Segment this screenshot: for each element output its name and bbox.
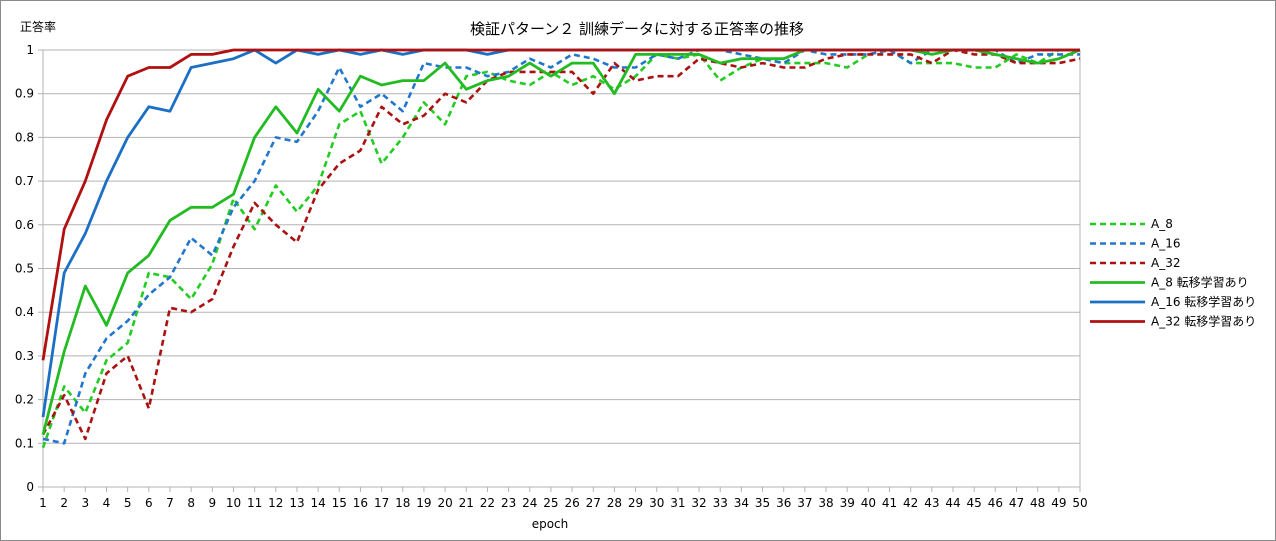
x-tick-label: 13 <box>289 496 304 510</box>
y-tick-label: 0.1 <box>15 436 34 450</box>
legend-label-1: A_8 <box>1151 217 1173 231</box>
x-tick-label: 26 <box>564 496 579 510</box>
x-tick-label: 37 <box>797 496 812 510</box>
gridlines <box>38 49 1080 488</box>
x-tick-label: 10 <box>226 496 241 510</box>
x-tick-label: 28 <box>607 496 622 510</box>
x-tick-label: 18 <box>395 496 410 510</box>
x-tick-label: 19 <box>416 496 431 510</box>
x-tick-label: 44 <box>945 496 960 510</box>
x-tick-label: 20 <box>437 496 452 510</box>
x-tick-label: 41 <box>882 496 897 510</box>
series-line-6 <box>41 48 1080 361</box>
x-tick-label: 40 <box>861 496 876 510</box>
legend: A_8 A_16 A_32 A_8 転移学習あり A_16 転移学習あり A_32 転移学… <box>1090 217 1256 329</box>
y-tick-label: 0.2 <box>15 393 34 407</box>
x-tick-label: 34 <box>734 496 749 510</box>
x-tick-label: 31 <box>670 496 685 510</box>
x-axis-label: epoch <box>532 517 569 531</box>
series-line-4 <box>41 48 1081 435</box>
x-tick-label: 7 <box>166 496 174 510</box>
y-tick-label: 1 <box>26 43 34 57</box>
x-tick-labels: 1 2 3 4 5 6 7 8 9 10 11 12 13 14 15 16 17 18 19 20 21 22 23 24 2… <box>39 496 1087 510</box>
x-tick-label: 49 <box>1051 496 1066 510</box>
y-tick-label: 0.8 <box>15 130 34 144</box>
series-lines <box>41 48 1081 449</box>
x-tick-label: 33 <box>713 496 728 510</box>
y-tick-label: 0.5 <box>15 262 34 276</box>
x-tick-label: 6 <box>145 496 153 510</box>
x-tick-label: 27 <box>586 496 601 510</box>
x-tick-label: 36 <box>776 496 791 510</box>
x-tick-label: 15 <box>332 496 347 510</box>
legend-label-3: A_32 <box>1151 256 1180 270</box>
x-tick-label: 50 <box>1072 496 1087 510</box>
x-tick-label: 22 <box>480 496 495 510</box>
x-tick-label: 8 <box>187 496 195 510</box>
y-tick-label: 0.9 <box>15 87 34 101</box>
y-tick-labels: 0 0.1 0.2 0.3 0.4 0.5 0.6 0.7 0.8 0.9 1 <box>15 43 34 494</box>
axes <box>42 50 1081 492</box>
x-tick-label: 14 <box>310 496 325 510</box>
x-tick-label: 29 <box>628 496 643 510</box>
y-tick-label: 0.7 <box>15 174 34 188</box>
x-tick-label: 5 <box>124 496 132 510</box>
legend-label-5: A_16 転移学習あり <box>1151 294 1256 309</box>
x-tick-label: 32 <box>691 496 706 510</box>
y-tick-label: 0.4 <box>15 305 34 319</box>
x-tick-label: 38 <box>818 496 833 510</box>
x-tick-label: 30 <box>649 496 664 510</box>
x-tick-label: 42 <box>903 496 918 510</box>
legend-label-4: A_8 転移学習あり <box>1151 275 1249 290</box>
legend-label-6: A_32 転移学習あり <box>1151 314 1256 329</box>
x-tick-label: 48 <box>1030 496 1045 510</box>
x-tick-label: 45 <box>967 496 982 510</box>
y-tick-label: 0 <box>26 480 34 494</box>
x-tick-label: 1 <box>39 496 47 510</box>
series-line-2 <box>42 48 1080 445</box>
chart-title: 検証パターン２ 訓練データに対する正答率の推移 <box>470 20 804 38</box>
x-tick-label: 35 <box>755 496 770 510</box>
x-tick-label: 11 <box>247 496 262 510</box>
legend-label-2: A_16 <box>1151 237 1180 251</box>
y-axis-label: 正答率 <box>20 19 56 34</box>
x-tick-label: 25 <box>543 496 558 510</box>
x-tick-label: 39 <box>840 496 855 510</box>
y-tick-label: 0.3 <box>15 349 34 363</box>
x-tick-label: 12 <box>268 496 283 510</box>
x-tick-label: 24 <box>522 496 537 510</box>
series-line-5 <box>41 48 1080 418</box>
x-tick-label: 46 <box>988 496 1003 510</box>
y-tick-label: 0.6 <box>15 218 34 232</box>
x-tick-label: 43 <box>924 496 939 510</box>
x-tick-label: 2 <box>60 496 68 510</box>
x-tick-label: 3 <box>82 496 90 510</box>
series-line-1 <box>41 48 1080 449</box>
x-tick-label: 16 <box>353 496 368 510</box>
x-tick-label: 21 <box>459 496 474 510</box>
x-tick-label: 17 <box>374 496 389 510</box>
series-line-3 <box>41 48 1081 441</box>
x-tick-label: 47 <box>1009 496 1024 510</box>
x-tick-label: 4 <box>103 496 111 510</box>
x-tick-label: 23 <box>501 496 516 510</box>
x-tick-label: 9 <box>208 496 216 510</box>
